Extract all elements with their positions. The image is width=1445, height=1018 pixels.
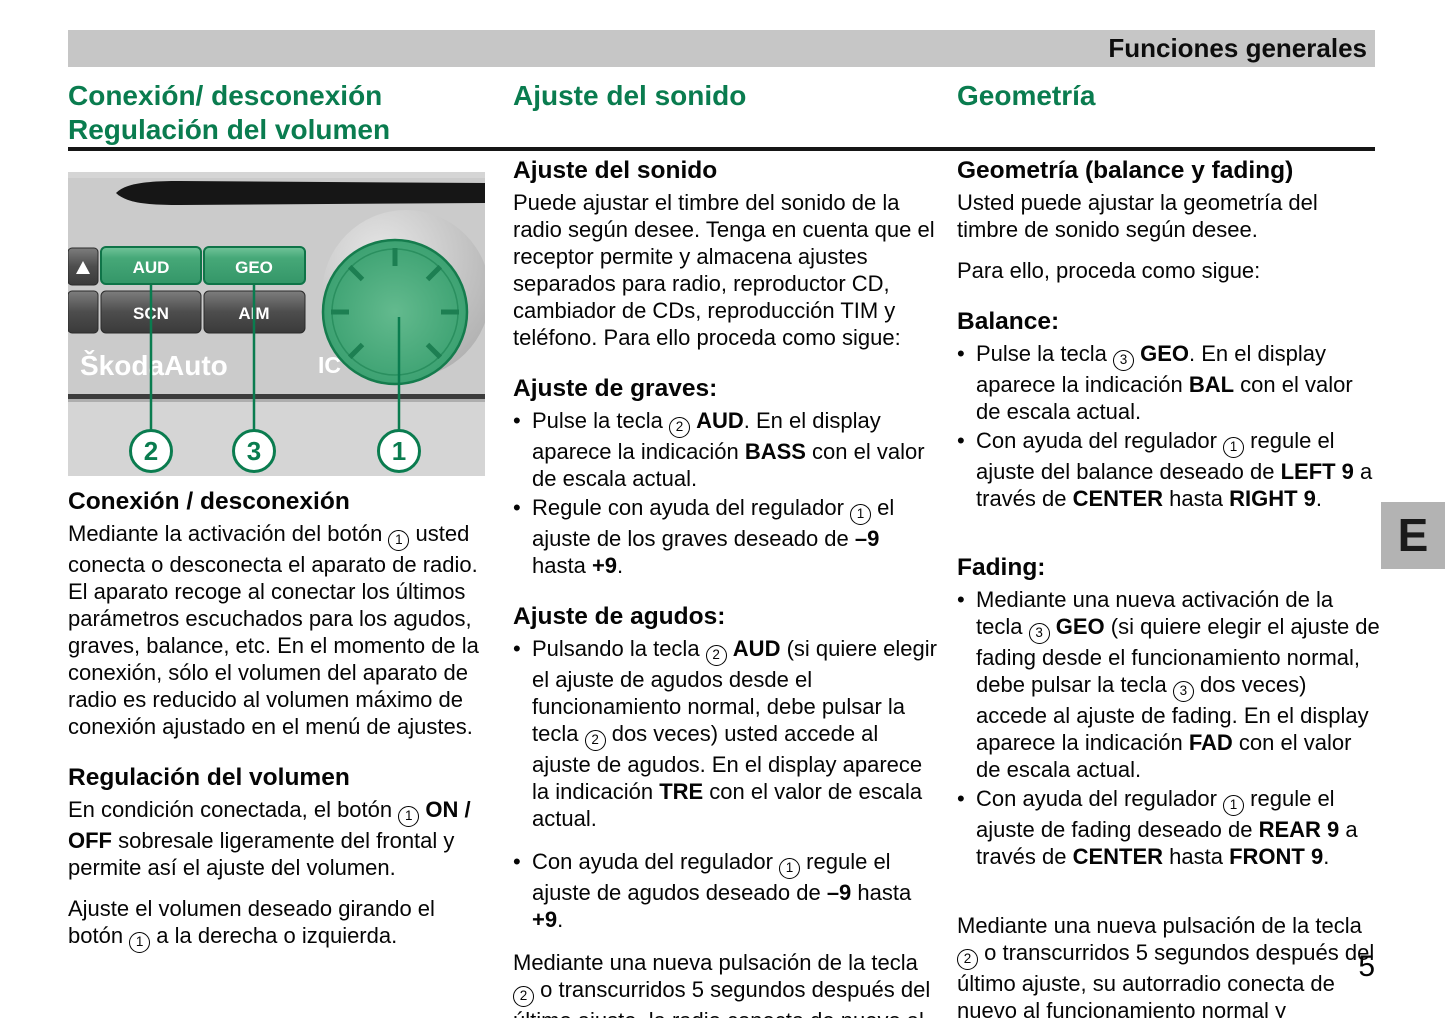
panel-bottom-edge	[68, 394, 485, 399]
bullet-dot: •	[957, 786, 965, 811]
left-partial-button	[68, 290, 99, 334]
paragraph: Puede ajustar el timbre del sonido de la…	[513, 190, 935, 350]
section-tab: E	[1381, 502, 1445, 569]
bullet-item: • Regule con ayuda del regulador 1 el aju…	[513, 495, 895, 578]
circled-number: 1	[398, 806, 420, 827]
bullet-dot: •	[513, 408, 521, 433]
bullet-item: • Pulse la tecla 3 GEO. En el display apa…	[957, 341, 1353, 424]
circled-number: 1	[850, 504, 872, 525]
bullet-item: • Con ayuda del regulador 1 regule el aju…	[513, 849, 912, 932]
circled-number: 2	[705, 645, 727, 666]
callout-3: 3	[232, 429, 276, 473]
bullet-dot: •	[957, 428, 965, 453]
bullet-item: • Con ayuda del regulador 1 regule el aju…	[957, 786, 1358, 869]
knob-ticks	[331, 248, 459, 360]
circled-number: 1	[1223, 437, 1245, 458]
volume-knob	[321, 238, 469, 386]
eject-button	[68, 247, 99, 286]
circled-number: 1	[388, 530, 410, 551]
bullet-dot: •	[513, 636, 521, 661]
section-heading: Ajuste del sonido	[513, 157, 718, 184]
section-heading: Regulación del volumen	[68, 764, 350, 791]
radio-illustration: AUD GEO SCN AIM ŠkodaAuto IC	[68, 172, 485, 476]
section-heading: Conexión / desconexión	[68, 488, 350, 515]
column-middle: Ajuste del sonido Puede ajustar el timbre…	[513, 157, 937, 1018]
column-heading-left-line1: Conexión/ desconexión	[68, 80, 383, 111]
column-right-text: Geometría (balance y fading) Usted puede …	[957, 157, 1381, 1018]
page-header-bar: Funciones generales	[68, 30, 1375, 67]
bullet-item: • Pulsando la tecla 2 AUD (si quiere eleg…	[513, 636, 937, 831]
cd-slot	[116, 181, 485, 205]
aud-button: AUD	[100, 246, 202, 285]
geo-button: GEO	[203, 246, 306, 285]
bullet-dot: •	[957, 341, 965, 366]
bullet-item: • Pulse la tecla 2 AUD. En el display apa…	[513, 408, 925, 491]
circled-number: 1	[1223, 795, 1245, 816]
paragraph: Ajuste el volumen deseado girando el bot…	[68, 895, 488, 953]
horizontal-rule	[68, 147, 1375, 151]
paragraph: Para ello, proceda como sigue:	[957, 258, 1261, 283]
section-heading: Balance:	[957, 308, 1060, 335]
circled-number: 3	[1028, 623, 1050, 644]
callout-lines	[149, 285, 401, 430]
bullet-item: • Con ayuda del regulador 1 regule el aju…	[957, 428, 1373, 511]
section-heading: Geometría (balance y fading)	[957, 157, 1294, 184]
bullet-dot: •	[513, 495, 521, 520]
page-number: 5	[1358, 950, 1375, 983]
section-heading: Ajuste de graves:	[513, 375, 718, 402]
circled-number: 2	[584, 730, 606, 751]
callout-3-label: 3	[247, 436, 261, 466]
callout-1: 1	[377, 429, 421, 473]
column-heading-right: Geometría	[957, 80, 1096, 111]
paragraph: Mediante la activación del botón 1 usted…	[68, 521, 479, 739]
circled-number: 2	[513, 986, 534, 1007]
circled-number: 3	[1112, 350, 1134, 371]
paragraph: Mediante una nueva pulsación de la tecla…	[513, 949, 937, 1018]
aud-button-label: AUD	[133, 258, 170, 277]
section-heading: Ajuste de agudos:	[513, 603, 726, 630]
circled-number: 3	[1172, 681, 1194, 702]
callout-2-label: 2	[144, 436, 158, 466]
paragraph: Usted puede ajustar la geometría del tim…	[957, 190, 1318, 242]
circled-number: 2	[957, 949, 978, 970]
bullet-dot: •	[957, 587, 965, 612]
brand-logo: ŠkodaAuto	[80, 349, 228, 381]
section-heading: Fading:	[957, 554, 1046, 581]
bullet-item: • Mediante una nueva activación de la tec…	[957, 587, 1380, 782]
column-left: AUD GEO SCN AIM ŠkodaAuto IC	[68, 172, 488, 953]
paragraph: En condición conectada, el botón 1 ON / …	[68, 797, 471, 880]
callout-1-label: 1	[392, 436, 406, 466]
eject-icon	[76, 261, 90, 274]
circled-number: 2	[668, 417, 690, 438]
column-heading-left-line2: Regulación del volumen	[68, 114, 391, 145]
paragraph: Mediante una nueva pulsación de la tecla…	[957, 913, 1375, 1018]
callout-2: 2	[129, 429, 173, 473]
column-heading-middle: Ajuste del sonido	[513, 80, 747, 111]
column-middle-text: Ajuste del sonido Puede ajustar el timbre…	[513, 157, 937, 1018]
circled-number: 1	[779, 858, 801, 879]
bullet-dot: •	[513, 849, 521, 874]
page-header-title: Funciones generales	[1108, 33, 1367, 63]
column-heading-left: Conexión/ desconexión Regulación del vol…	[68, 79, 390, 147]
panel-label-partial: IC	[318, 352, 341, 378]
column-right: Geometría (balance y fading) Usted puede …	[957, 157, 1381, 1018]
geo-button-label: GEO	[235, 258, 273, 277]
panel-bottom-shade	[68, 399, 485, 402]
circled-number: 1	[129, 932, 151, 953]
column-left-text: Conexión / desconexión Mediante la activa…	[68, 488, 488, 953]
